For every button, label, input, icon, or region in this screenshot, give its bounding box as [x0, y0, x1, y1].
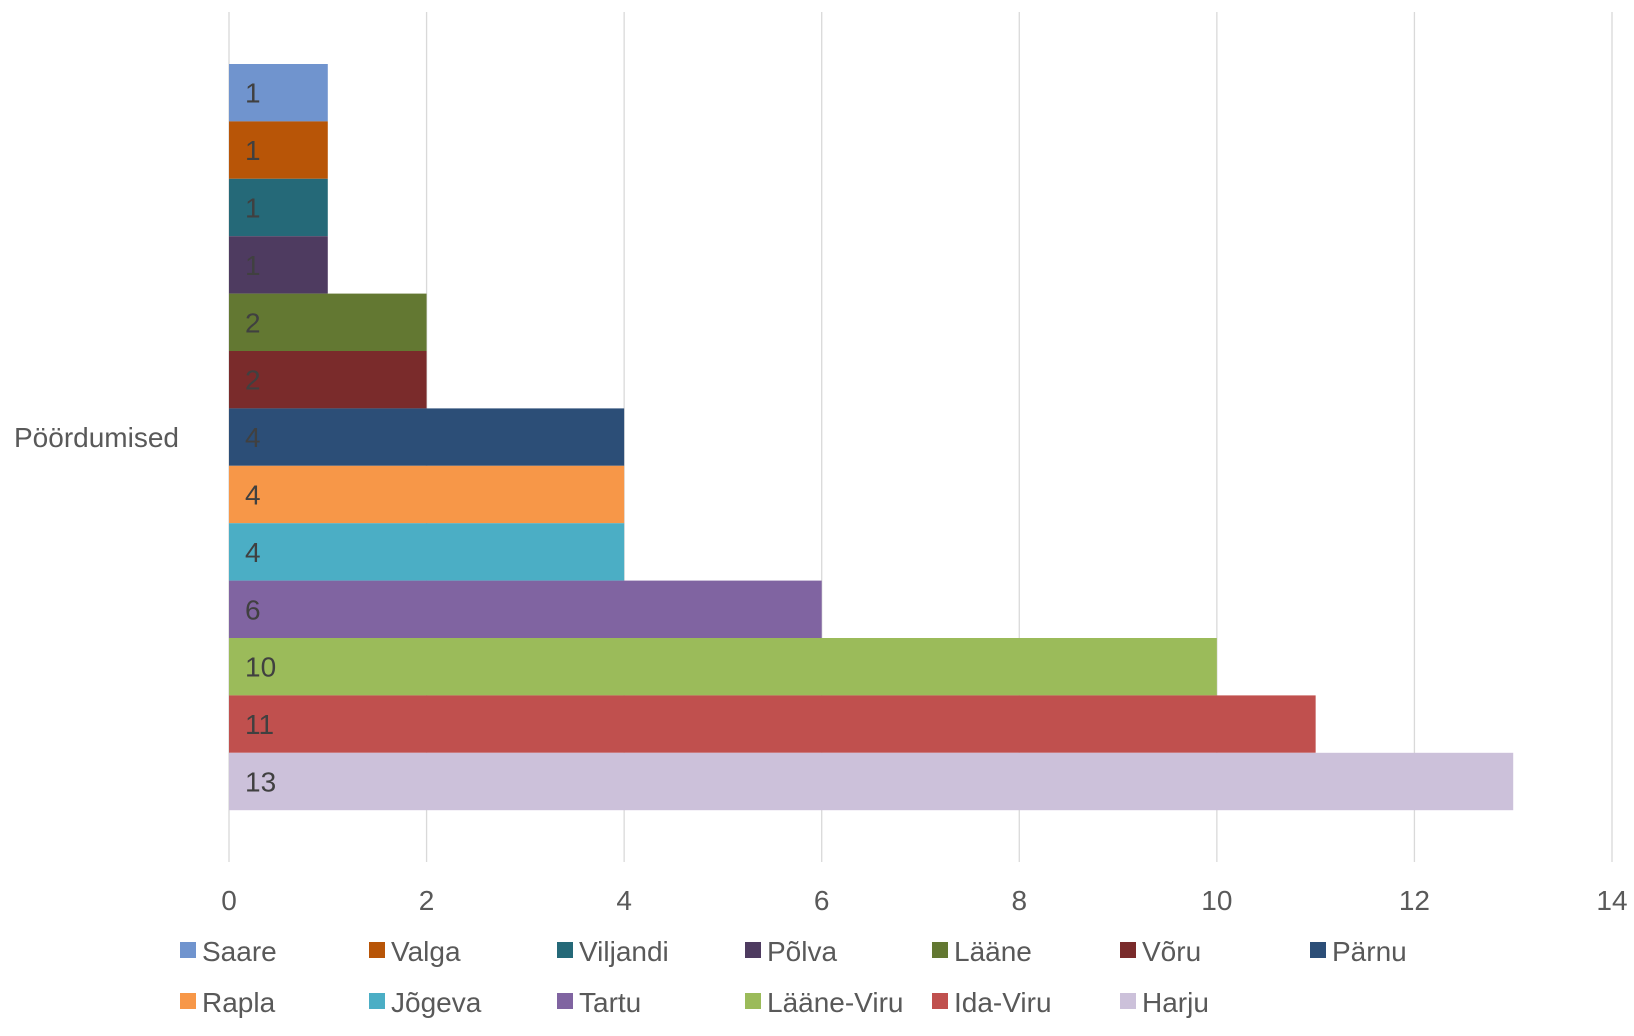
- legend-item: Lääne-Viru: [745, 987, 903, 1018]
- x-tick-label: 2: [419, 885, 435, 916]
- data-label: 11: [245, 709, 274, 740]
- bar: [229, 351, 427, 409]
- x-tick-label: 8: [1011, 885, 1027, 916]
- data-label: 4: [245, 537, 261, 568]
- legend-label: Valga: [391, 936, 461, 967]
- bar: [229, 580, 822, 638]
- legend-label: Lääne-Viru: [767, 987, 903, 1018]
- legend-item: Saare: [180, 936, 277, 967]
- legend-item: Valga: [369, 936, 461, 967]
- category-label: Pöördumised: [14, 422, 179, 453]
- legend-item: Lääne: [932, 936, 1032, 967]
- data-label: 1: [245, 135, 261, 166]
- legend-swatch: [557, 993, 573, 1009]
- x-tick-label: 6: [814, 885, 830, 916]
- data-label: 4: [245, 480, 261, 511]
- x-tick-label: 10: [1201, 885, 1232, 916]
- legend-item: Võru: [1120, 936, 1201, 967]
- bars: [229, 64, 1514, 811]
- data-label: 1: [245, 193, 261, 224]
- legend-swatch: [932, 993, 948, 1009]
- legend-item: Viljandi: [557, 936, 669, 967]
- legend-swatch: [369, 993, 385, 1009]
- legend-item: Ida-Viru: [932, 987, 1052, 1018]
- x-tick-label: 0: [221, 885, 237, 916]
- data-label: 6: [245, 594, 261, 625]
- data-label: 13: [245, 767, 276, 798]
- legend-label: Ida-Viru: [954, 987, 1052, 1018]
- data-label: 1: [245, 250, 261, 281]
- data-label: 10: [245, 652, 276, 683]
- bar: [229, 465, 625, 524]
- bar: [229, 178, 328, 237]
- legend-label: Tartu: [579, 987, 641, 1018]
- legend-swatch: [557, 942, 573, 958]
- data-label: 2: [245, 307, 261, 338]
- bar: [229, 752, 1514, 811]
- bar: [229, 236, 328, 294]
- data-label: 4: [245, 422, 261, 453]
- legend-item: Tartu: [557, 987, 641, 1018]
- legend-label: Viljandi: [579, 936, 669, 967]
- bar: [229, 293, 427, 351]
- legend-swatch: [932, 942, 948, 958]
- legend-label: Jõgeva: [391, 987, 482, 1018]
- legend-label: Rapla: [202, 987, 276, 1018]
- bar: [229, 638, 1217, 696]
- axes: 0 2 4 6 8 10 12 14 Pöördumised: [14, 422, 1628, 916]
- legend-item: Põlva: [745, 936, 837, 967]
- bar: [229, 408, 625, 466]
- legend-swatch: [180, 942, 196, 958]
- legend: Saare Valga Viljandi Põlva Lääne Võru Pärnu Rap…: [180, 936, 1407, 1018]
- x-tick-label: 14: [1596, 885, 1627, 916]
- legend-label: Lääne: [954, 936, 1032, 967]
- legend-swatch: [1310, 942, 1326, 958]
- legend-item: Pärnu: [1310, 936, 1407, 967]
- legend-item: Harju: [1120, 987, 1209, 1018]
- legend-item: Rapla: [180, 987, 276, 1018]
- bar: [229, 523, 625, 581]
- legend-swatch: [1120, 993, 1136, 1009]
- legend-label: Põlva: [767, 936, 837, 967]
- legend-swatch: [180, 993, 196, 1009]
- legend-label: Võru: [1142, 936, 1201, 967]
- legend-item: Jõgeva: [369, 987, 482, 1018]
- legend-swatch: [1120, 942, 1136, 958]
- data-label: 2: [245, 365, 261, 396]
- legend-label: Saare: [202, 936, 277, 967]
- data-label: 1: [245, 78, 261, 109]
- bar: [229, 695, 1316, 753]
- gridlines: [228, 12, 1613, 862]
- legend-label: Harju: [1142, 987, 1209, 1018]
- legend-swatch: [369, 942, 385, 958]
- x-tick-label: 12: [1399, 885, 1430, 916]
- bar: [229, 121, 328, 179]
- legend-swatch: [745, 942, 761, 958]
- bar: [229, 64, 328, 122]
- legend-swatch: [745, 993, 761, 1009]
- x-tick-label: 4: [616, 885, 632, 916]
- legend-label: Pärnu: [1332, 936, 1407, 967]
